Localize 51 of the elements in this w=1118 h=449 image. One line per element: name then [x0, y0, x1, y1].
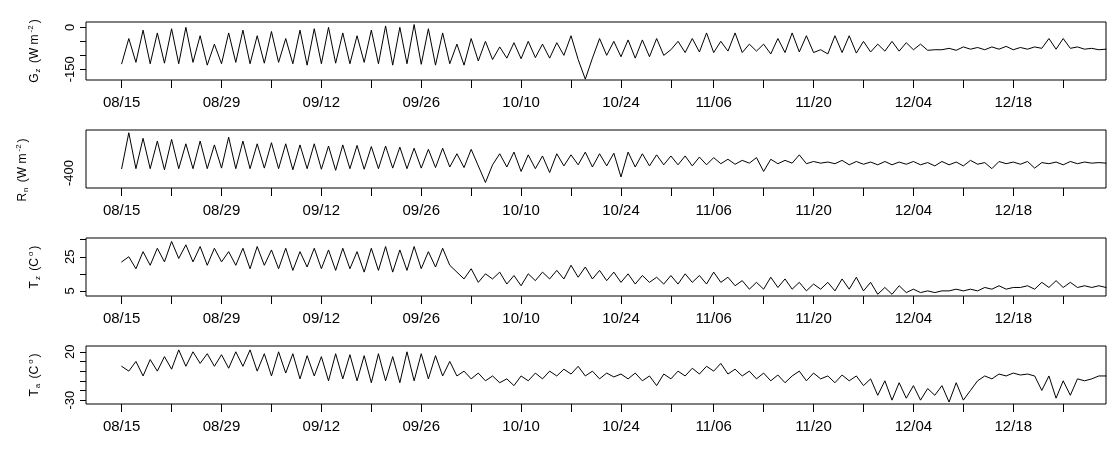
x-tick-label: 10/10	[502, 417, 540, 434]
x-tick-label: 12/04	[894, 201, 933, 218]
x-tick-label: 11/06	[695, 201, 732, 218]
x-tick-label: 11/20	[795, 201, 832, 218]
x-tick-label: 08/29	[202, 93, 241, 110]
x-tick-label: 08/15	[102, 93, 141, 110]
x-tick-label: 10/24	[602, 93, 640, 110]
x-tick-label: 11/06	[695, 309, 732, 326]
y-axis-title: Gz (W m-2)	[25, 19, 42, 83]
y-tick-label: 5	[62, 287, 77, 295]
x-tick-label: 08/15	[102, 309, 141, 326]
x-tick-label: 09/26	[402, 201, 441, 218]
text: -400	[61, 159, 76, 186]
x-tick-label: 08/15	[102, 201, 141, 218]
x-tick-label: 08/29	[202, 309, 241, 326]
x-tick-label: 09/12	[302, 93, 341, 110]
x-tick-label: 12/04	[894, 93, 933, 110]
x-tick-label: 08/29	[202, 417, 241, 434]
x-tick-label: 11/20	[795, 309, 832, 326]
y-axis-title: Tz (Co)	[25, 245, 42, 289]
x-tick-label: 12/18	[994, 201, 1033, 218]
x-tick-label: 09/12	[302, 309, 341, 326]
y-axis-title: Ta (Co)	[25, 353, 42, 397]
x-tick-label: 10/10	[502, 93, 540, 110]
x-tick-label: 11/20	[795, 417, 832, 434]
x-tick-label: 11/20	[795, 93, 832, 110]
y-tick-label: -30	[62, 390, 77, 410]
x-tick-label: 10/24	[602, 201, 640, 218]
x-tick-label: 12/04	[894, 309, 933, 326]
x-tick-label: 09/26	[402, 93, 441, 110]
x-tick-label: 12/04	[894, 417, 933, 434]
x-tick-label: 10/10	[502, 201, 540, 218]
y-tick-label: -150	[62, 56, 77, 83]
x-tick-label: 10/10	[502, 309, 540, 326]
y-axis-title: Rn (W m-2)	[13, 138, 30, 202]
x-tick-label: 12/18	[994, 93, 1033, 110]
x-tick-label: 11/06	[695, 417, 732, 434]
y-tick-label: 20	[62, 344, 77, 360]
x-tick-label: 10/24	[602, 417, 640, 434]
x-tick-label: 12/18	[994, 417, 1033, 434]
y-tick-label: 0	[62, 23, 77, 31]
x-tick-label: 08/15	[102, 417, 141, 434]
x-tick-label: 09/12	[302, 417, 341, 434]
x-tick-label: 09/26	[402, 417, 441, 434]
y-tick-label: 25	[62, 249, 77, 264]
x-tick-label: 11/06	[695, 93, 732, 110]
x-tick-label: 10/24	[602, 309, 640, 326]
x-tick-label: 09/26	[402, 309, 441, 326]
x-tick-label: 08/29	[202, 201, 241, 218]
x-tick-label: 12/18	[994, 309, 1033, 326]
x-tick-label: 09/12	[302, 201, 341, 218]
